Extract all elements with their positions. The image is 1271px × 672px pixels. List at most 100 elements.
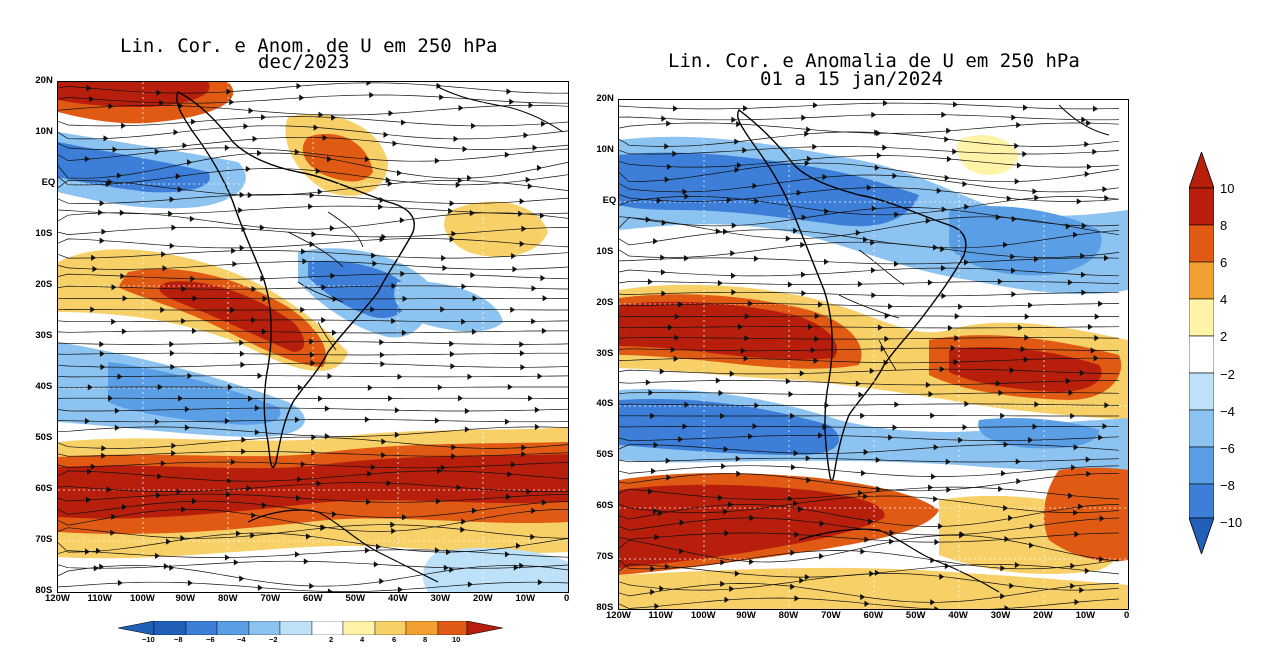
streamline-arrow <box>171 442 177 449</box>
streamline-arrow <box>723 508 729 515</box>
streamline-arrow <box>1074 531 1080 538</box>
streamline-arrow <box>1000 412 1006 419</box>
right-wind-anomaly-map <box>618 99 1129 610</box>
streamline-arrow <box>1086 470 1092 478</box>
vertical-colorbar-tick: −4 <box>1220 403 1235 419</box>
streamline-arrow <box>460 526 466 533</box>
streamline-arrow <box>736 162 742 169</box>
streamline-arrow <box>331 511 337 518</box>
streamline-arrow <box>378 203 384 211</box>
streamline <box>58 104 568 116</box>
streamline-arrow <box>121 122 127 129</box>
streamline-arrow <box>1000 565 1006 572</box>
streamline <box>619 337 1120 340</box>
streamline-arrow <box>399 217 405 224</box>
streamline-arrow <box>376 543 382 550</box>
streamline-arrow <box>882 144 888 151</box>
streamline-arrow <box>257 584 263 591</box>
streamline-arrow <box>401 514 407 521</box>
streamline <box>619 291 1119 297</box>
streamline-arrow <box>93 565 99 572</box>
streamline-arrow <box>650 565 656 572</box>
streamline-arrow <box>457 177 463 184</box>
streamline-arrow <box>122 295 128 302</box>
horizontal-colorbar-tick: 4 <box>360 635 365 644</box>
streamline-arrow <box>793 500 799 507</box>
streamline <box>619 113 1120 121</box>
streamline-arrow <box>257 149 263 157</box>
right-lon-label: 50W <box>905 610 926 621</box>
streamline-arrow <box>855 229 861 236</box>
streamline-arrow <box>814 312 820 320</box>
streamline-arrow <box>372 260 378 267</box>
streamline <box>619 380 1119 386</box>
streamline-arrow <box>659 368 665 375</box>
streamline-arrow <box>437 467 443 475</box>
streamline-arrow <box>523 132 529 139</box>
streamline-arrow <box>1074 598 1080 606</box>
streamline <box>619 303 1119 308</box>
streamline-arrow <box>519 240 525 248</box>
streamline-arrow <box>785 378 791 385</box>
streamline-arrow <box>240 361 246 368</box>
streamline-arrow <box>311 449 317 456</box>
streamline-arrow <box>519 198 525 205</box>
streamline-arrow <box>471 507 477 514</box>
right-lon-label: 70W <box>821 610 841 621</box>
streamline-arrow <box>656 197 662 204</box>
streamline-arrow <box>504 551 510 558</box>
streamline-arrow <box>998 389 1004 397</box>
streamline <box>619 435 1120 441</box>
streamline-arrow <box>664 143 670 150</box>
streamline-arrow <box>173 129 179 136</box>
streamline-arrow <box>320 524 326 532</box>
streamline-arrow <box>962 180 968 188</box>
streamline-arrow <box>871 111 877 118</box>
streamline-arrow <box>1086 163 1092 170</box>
streamline-arrow <box>939 573 945 580</box>
streamline-arrow <box>678 301 684 308</box>
streamline-arrow <box>682 188 688 195</box>
streamline-arrow <box>521 451 527 458</box>
streamline-arrow <box>302 258 308 265</box>
left-lon-label: 10W <box>515 593 536 604</box>
streamline <box>619 573 1120 591</box>
streamline-arrow <box>461 518 467 525</box>
streamline-arrow <box>666 120 672 127</box>
streamline-arrow <box>1081 222 1087 229</box>
streamline-arrow <box>743 355 749 362</box>
streamline-arrow <box>1034 255 1040 263</box>
streamline-arrow <box>673 105 679 112</box>
right-lat-label: 30S <box>596 347 614 359</box>
streamline-arrow <box>470 271 476 279</box>
streamline-arrow <box>804 130 810 137</box>
streamline-arrow <box>170 363 176 371</box>
streamline-arrow <box>812 143 818 150</box>
right-lon-label: 0 <box>1124 610 1130 621</box>
left-lon-label: 30W <box>430 593 451 604</box>
streamline-arrow <box>720 412 726 420</box>
streamline-arrow <box>507 383 513 391</box>
streamline <box>619 583 1120 603</box>
streamline-arrow <box>953 101 959 108</box>
streamline-arrow <box>160 460 166 467</box>
streamline-arrow <box>962 424 968 431</box>
streamline-arrow <box>748 433 754 440</box>
streamline <box>619 315 1119 317</box>
streamline-arrow <box>309 351 315 358</box>
streamline-arrow <box>329 225 335 232</box>
streamline-arrow <box>1008 514 1014 522</box>
streamline-arrow <box>734 166 740 173</box>
streamline-arrow <box>169 350 175 357</box>
streamline-arrow <box>528 102 534 109</box>
streamline-arrow <box>456 484 462 491</box>
streamline-arrow <box>315 167 321 175</box>
streamline-arrow <box>160 306 166 314</box>
streamline-arrow <box>436 82 442 90</box>
streamline <box>619 207 1120 227</box>
streamline-arrow <box>666 474 672 481</box>
streamline-arrow <box>731 272 737 279</box>
streamline-arrow <box>723 446 729 453</box>
streamline-arrow <box>863 236 869 243</box>
streamline <box>619 550 1120 570</box>
